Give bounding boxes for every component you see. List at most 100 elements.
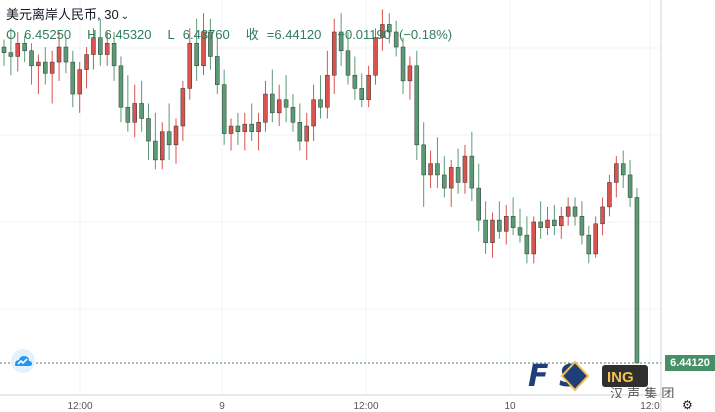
- candle: [270, 69, 275, 123]
- candle: [283, 75, 289, 123]
- candle: [579, 201, 585, 245]
- interval-value[interactable]: 30: [104, 7, 119, 22]
- candle-body: [276, 99, 282, 114]
- candle: [414, 50, 420, 160]
- candle-body: [180, 88, 186, 127]
- candle-body: [490, 219, 495, 243]
- candle-body: [600, 206, 605, 225]
- candle-body: [359, 88, 365, 100]
- high-value: 6.45320: [104, 27, 152, 42]
- candle-body: [235, 125, 241, 132]
- symbol-name[interactable]: 美元离岸人民币: [6, 7, 98, 22]
- candle-body: [194, 43, 199, 67]
- candle-body: [524, 234, 530, 255]
- candle-body: [297, 122, 303, 142]
- candle: [462, 144, 468, 194]
- candle: [455, 148, 461, 194]
- candle: [91, 28, 96, 70]
- candle-body: [620, 163, 626, 176]
- low-value: 6.43760: [182, 27, 230, 42]
- candle: [297, 103, 303, 151]
- candle-body: [469, 155, 475, 189]
- candle-body: [221, 84, 227, 134]
- candle: [400, 37, 406, 95]
- tradingview-cloud-icon[interactable]: [8, 349, 38, 373]
- candle: [166, 103, 172, 160]
- candle-body: [49, 61, 55, 74]
- candle: [614, 156, 619, 198]
- candle: [435, 137, 440, 189]
- chevron-down-icon[interactable]: ⌄: [120, 11, 130, 22]
- candle-body: [159, 131, 165, 161]
- candle-body: [607, 182, 612, 208]
- x-tick-label: 12:00: [353, 401, 378, 411]
- candle-body: [118, 65, 124, 108]
- candle: [228, 118, 234, 151]
- candle-body: [63, 46, 69, 63]
- candle: [194, 18, 199, 81]
- brand-badge: [602, 365, 648, 387]
- candle: [428, 150, 433, 189]
- candle: [235, 112, 241, 145]
- candle: [538, 201, 543, 239]
- candle: [98, 18, 103, 66]
- candle-body: [125, 106, 131, 123]
- candle-body: [318, 99, 323, 108]
- candle-body: [249, 123, 254, 132]
- candle-body: [634, 197, 640, 364]
- candle-body: [132, 103, 137, 123]
- candle-body: [215, 56, 220, 85]
- candle-body: [8, 52, 14, 57]
- candle: [380, 9, 385, 51]
- candle: [517, 208, 523, 243]
- candle: [510, 197, 516, 236]
- candle: [63, 37, 69, 74]
- candle: [545, 206, 550, 236]
- candle: [387, 13, 392, 44]
- candle-body: [325, 74, 330, 108]
- candle-body: [22, 43, 27, 52]
- candle: [373, 28, 378, 85]
- candle: [565, 197, 571, 226]
- candle-body: [538, 221, 543, 228]
- candle-body: [380, 24, 385, 38]
- symbol-sep: ,: [97, 7, 105, 22]
- candle: [593, 216, 598, 258]
- candle-body: [545, 219, 550, 228]
- candle-body: [407, 65, 413, 82]
- candle: [276, 84, 282, 127]
- candle-body: [503, 216, 509, 232]
- candle: [208, 18, 213, 70]
- candle: [304, 112, 309, 160]
- candle: [290, 94, 296, 132]
- candle-body: [263, 93, 268, 123]
- brand-chinese: 汉 声 集 团: [610, 386, 674, 398]
- candle-body: [345, 50, 351, 76]
- candle-body: [104, 43, 110, 55]
- gear-icon[interactable]: ⚙: [682, 398, 693, 412]
- brand-watermark: F S ING 汉 声 集 团: [528, 359, 674, 398]
- candle: [132, 84, 137, 138]
- candle-body: [283, 99, 289, 108]
- candle: [627, 159, 633, 207]
- change-value: −0.01190: [337, 27, 391, 42]
- candle: [572, 197, 578, 226]
- candle-body: [565, 206, 571, 217]
- candle: [338, 13, 344, 66]
- candle-body: [242, 123, 248, 132]
- x-tick-label: 12:00: [67, 401, 92, 411]
- open-label: O: [6, 27, 17, 42]
- candle-body: [366, 74, 371, 100]
- candle-body: [393, 31, 399, 48]
- x-tick-label: 12:0: [640, 401, 660, 411]
- candle-body: [290, 106, 296, 123]
- candle-body: [400, 46, 406, 82]
- change-percent: (−0.18%): [398, 27, 453, 42]
- candle-body: [29, 50, 34, 67]
- candle: [201, 13, 206, 76]
- candle-body: [56, 46, 62, 63]
- candle-body: [338, 31, 344, 52]
- x-tick-label: 10: [504, 401, 516, 411]
